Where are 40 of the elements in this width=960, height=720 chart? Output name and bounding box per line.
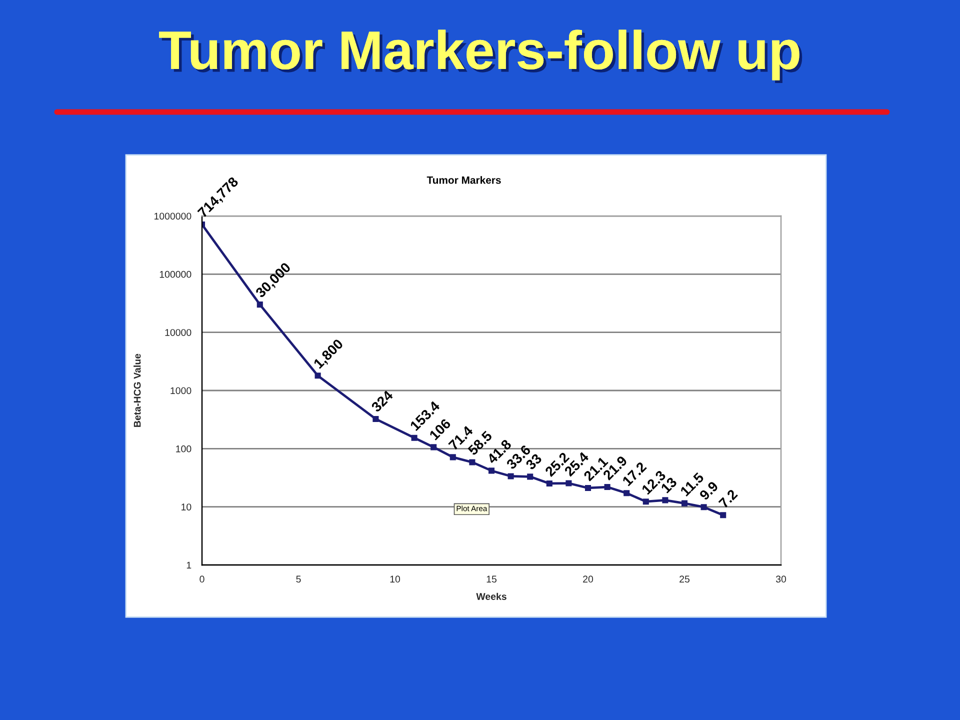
point [469,459,476,466]
point [546,480,552,487]
x-tick-label: 5 [296,576,301,583]
chart-subtitle: Tumor Markers [426,176,501,184]
point [430,444,437,450]
y-tick-label: 100 [176,445,192,452]
point [624,490,630,496]
data-label: 324 [370,390,394,413]
point [566,480,572,486]
y-tick-label: 1 [186,562,192,569]
x-tick-label: 30 [776,576,786,583]
point [527,474,534,480]
point [488,468,495,474]
y-tick-label: 10000 [165,329,192,336]
y-tick-label: 10 [182,504,192,510]
point [662,497,668,504]
point [314,372,321,379]
point [604,484,610,490]
x-tick-label: 25 [680,576,690,583]
x-tick-label: 0 [200,576,204,583]
y-axis-title: Beta-HCG Value [134,354,141,427]
point [700,504,707,510]
x-tick-label: 20 [583,576,594,583]
point [642,498,649,505]
point [508,473,514,480]
chart-title: Tumor Markers-follow up [159,30,802,84]
point [720,512,726,518]
point [256,302,263,308]
point [411,434,418,441]
point [681,500,688,506]
point [584,484,592,491]
y-tick-label: 1000000 [154,212,192,220]
point [372,416,379,422]
data-label: 7.2 [718,488,738,509]
x-tick-label: 15 [486,576,496,583]
y-tick-label: 100000 [160,270,192,278]
x-axis-title: Weeks [476,592,506,600]
x-tick-label: 10 [390,576,400,583]
point [450,454,456,460]
y-tick-label: 1000 [170,387,192,394]
